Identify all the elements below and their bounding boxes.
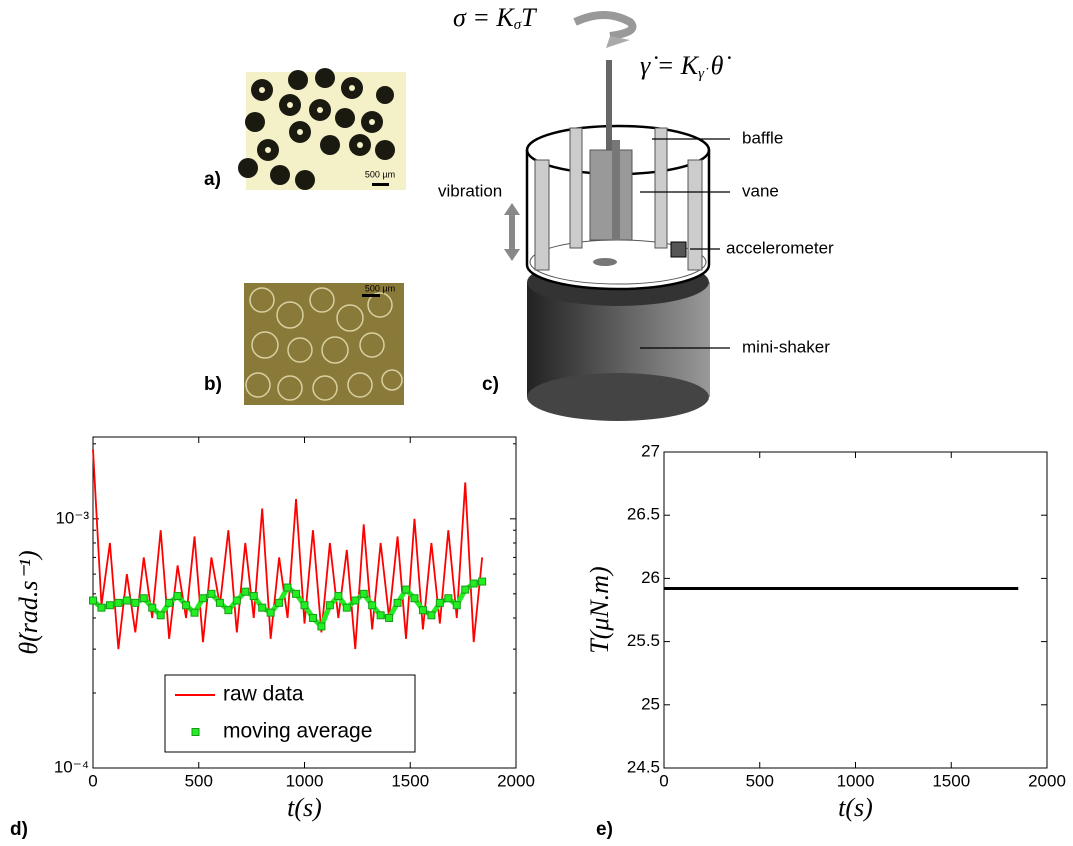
equation-part: θ̇ <box>704 51 731 80</box>
diagram-label: mini-shaker <box>742 337 830 356</box>
plot-area <box>663 451 1048 769</box>
equation-part: γ̇ = K <box>640 51 700 80</box>
equation: σ = KσT <box>453 3 537 33</box>
marker <box>114 598 123 607</box>
x-tick-label: 1500 <box>932 771 970 790</box>
panel-label: b) <box>204 374 222 395</box>
marker <box>410 594 419 603</box>
x-tick-label: 2000 <box>497 771 535 790</box>
x-axis-label: t(s) <box>287 793 322 822</box>
equation-part: σ = K <box>453 3 515 32</box>
y-tick-label: 10⁻³ <box>55 508 89 527</box>
x-tick-label: 1000 <box>286 771 324 790</box>
x-tick-label: 500 <box>746 771 774 790</box>
y-tick-label: 27 <box>641 441 660 460</box>
marker <box>402 585 411 594</box>
marker <box>182 601 191 610</box>
y-tick-label: 25 <box>641 694 660 713</box>
marker <box>224 606 233 615</box>
y-axis-label: θ̇(rad.s⁻¹) <box>14 550 43 654</box>
marker <box>444 594 453 603</box>
x-tick-label: 0 <box>659 771 668 790</box>
panel-label: c) <box>482 374 499 395</box>
x-tick-label: 2000 <box>1028 771 1066 790</box>
legend-label: raw data <box>223 683 304 706</box>
diagram-label: vane <box>742 181 779 200</box>
x-tick-label: 0 <box>88 771 97 790</box>
y-tick-label: 24.5 <box>627 757 660 776</box>
scale-bar-label: 500 µm <box>365 169 395 179</box>
marker <box>173 592 182 601</box>
rheometer-diagram <box>504 11 730 421</box>
marker <box>122 596 131 605</box>
legend-label: moving average <box>223 720 372 743</box>
marker <box>292 589 301 598</box>
marker <box>283 583 292 592</box>
marker <box>198 594 207 603</box>
y-tick-label: 10⁻⁴ <box>54 757 89 776</box>
panel-label: d) <box>10 819 28 840</box>
marker <box>368 601 377 610</box>
marker <box>308 613 317 622</box>
marker <box>232 596 241 605</box>
x-tick-label: 500 <box>185 771 213 790</box>
y-axis-label: T(μN.m) <box>585 566 614 653</box>
equation-part: γ̇ <box>698 66 709 82</box>
marker <box>207 589 216 598</box>
panel-label: a) <box>204 169 221 190</box>
marker <box>427 611 436 620</box>
legend <box>164 674 416 753</box>
marker <box>190 608 199 617</box>
marker <box>435 598 444 607</box>
marker <box>393 598 402 607</box>
marker <box>359 589 368 598</box>
equation-part: σ <box>514 17 522 33</box>
marker <box>461 585 470 594</box>
panel-label: e) <box>596 819 613 840</box>
marker <box>275 598 284 607</box>
marker <box>418 606 427 615</box>
marker <box>266 608 275 617</box>
equation: γ̇ = Kγ̇ θ̇ <box>640 51 731 82</box>
marker <box>351 596 360 605</box>
marker <box>300 601 309 610</box>
equation-part: T <box>521 3 537 32</box>
scale-bar-label: 500 µm <box>365 283 395 293</box>
marker <box>241 587 250 596</box>
marker <box>452 601 461 610</box>
diagram-label: baffle <box>742 128 783 147</box>
y-tick-label: 25.5 <box>627 631 660 650</box>
marker <box>215 598 224 607</box>
marker <box>342 603 351 612</box>
marker <box>156 611 165 620</box>
marker <box>131 598 140 607</box>
x-axis-label: t(s) <box>838 793 873 822</box>
x-tick-label: 1500 <box>391 771 429 790</box>
marker <box>317 622 326 631</box>
marker <box>385 613 394 622</box>
marker <box>334 592 343 601</box>
marker <box>105 601 114 610</box>
marker <box>258 603 267 612</box>
legend-swatch <box>191 728 200 736</box>
marker <box>478 577 487 586</box>
micrograph-b <box>244 283 404 405</box>
diagram-label: accelerometer <box>726 238 834 257</box>
marker <box>325 601 334 610</box>
marker <box>469 579 478 588</box>
diagram-label: vibration <box>438 181 502 200</box>
marker <box>89 596 97 605</box>
marker <box>165 598 174 607</box>
y-tick-label: 26.5 <box>627 505 660 524</box>
marker <box>97 603 106 612</box>
marker <box>148 603 157 612</box>
marker <box>376 611 385 620</box>
x-tick-label: 1000 <box>837 771 875 790</box>
series-line <box>92 449 484 650</box>
y-tick-label: 26 <box>641 568 660 587</box>
marker <box>249 592 258 601</box>
micrograph-a <box>238 68 406 190</box>
marker <box>139 594 148 603</box>
